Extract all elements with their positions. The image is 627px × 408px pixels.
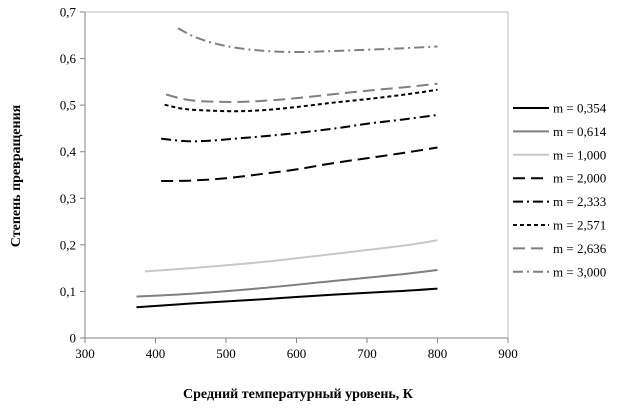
series-layer bbox=[136, 27, 438, 309]
legend-label: m = 0,614 bbox=[553, 124, 607, 139]
series-line-7 bbox=[165, 82, 438, 103]
plot-border bbox=[84, 11, 509, 339]
legend-item: m = 0,614 bbox=[513, 124, 607, 139]
plot-area bbox=[84, 11, 509, 339]
legend-item: m = 2,333 bbox=[513, 194, 606, 209]
legend-item: m = 0,354 bbox=[513, 101, 607, 116]
y-tick-label: 0 bbox=[70, 331, 77, 346]
x-tick-label: 300 bbox=[75, 346, 95, 361]
legend-item: m = 3,000 bbox=[513, 264, 606, 279]
series-line-8 bbox=[177, 27, 438, 54]
y-tick-label: 0,3 bbox=[60, 191, 76, 206]
y-tick-label: 0,5 bbox=[60, 98, 76, 113]
legend-item: m = 1,000 bbox=[513, 147, 606, 162]
y-tick-label: 0,7 bbox=[60, 5, 77, 20]
legend-item: m = 2,571 bbox=[513, 218, 606, 233]
legend-label: m = 2,333 bbox=[553, 194, 606, 209]
legend-label: m = 0,354 bbox=[553, 101, 607, 116]
x-tick-label: 900 bbox=[498, 346, 518, 361]
x-tick-label: 700 bbox=[357, 346, 377, 361]
legend-item: m = 2,636 bbox=[513, 241, 607, 256]
series-line-3 bbox=[144, 239, 438, 273]
y-tick-label: 0,4 bbox=[60, 144, 77, 159]
x-tick-label: 400 bbox=[146, 346, 166, 361]
x-axis-title: Средний температурный уровень, К bbox=[183, 387, 414, 402]
y-tick-label: 0,1 bbox=[60, 284, 76, 299]
legend-item: m = 2,000 bbox=[513, 171, 606, 186]
series-line-4 bbox=[161, 146, 438, 183]
series-line-1 bbox=[136, 287, 438, 309]
axes: 300 400 500 600 700 800 900 0 0,1 0,2 0,3 0,4 0,5 0,6… bbox=[60, 5, 518, 362]
x-tick-label: 800 bbox=[428, 346, 448, 361]
x-tick-label: 600 bbox=[287, 346, 307, 361]
series-line-5 bbox=[161, 113, 438, 143]
legend-label: m = 1,000 bbox=[553, 147, 606, 162]
legend: m = 0,354 m = 0,614 m = 1,000 m = 2,000 m = … bbox=[513, 101, 607, 279]
y-axis-title: Степень превращения bbox=[9, 104, 24, 247]
y-tick-label: 0,6 bbox=[60, 51, 77, 66]
legend-label: m = 2,636 bbox=[553, 241, 607, 256]
y-tick-label: 0,2 bbox=[60, 237, 76, 252]
legend-label: m = 2,571 bbox=[553, 218, 606, 233]
legend-label: m = 2,000 bbox=[553, 171, 606, 186]
x-tick-label: 500 bbox=[216, 346, 236, 361]
legend-label: m = 3,000 bbox=[553, 264, 606, 279]
series-line-2 bbox=[136, 269, 438, 298]
